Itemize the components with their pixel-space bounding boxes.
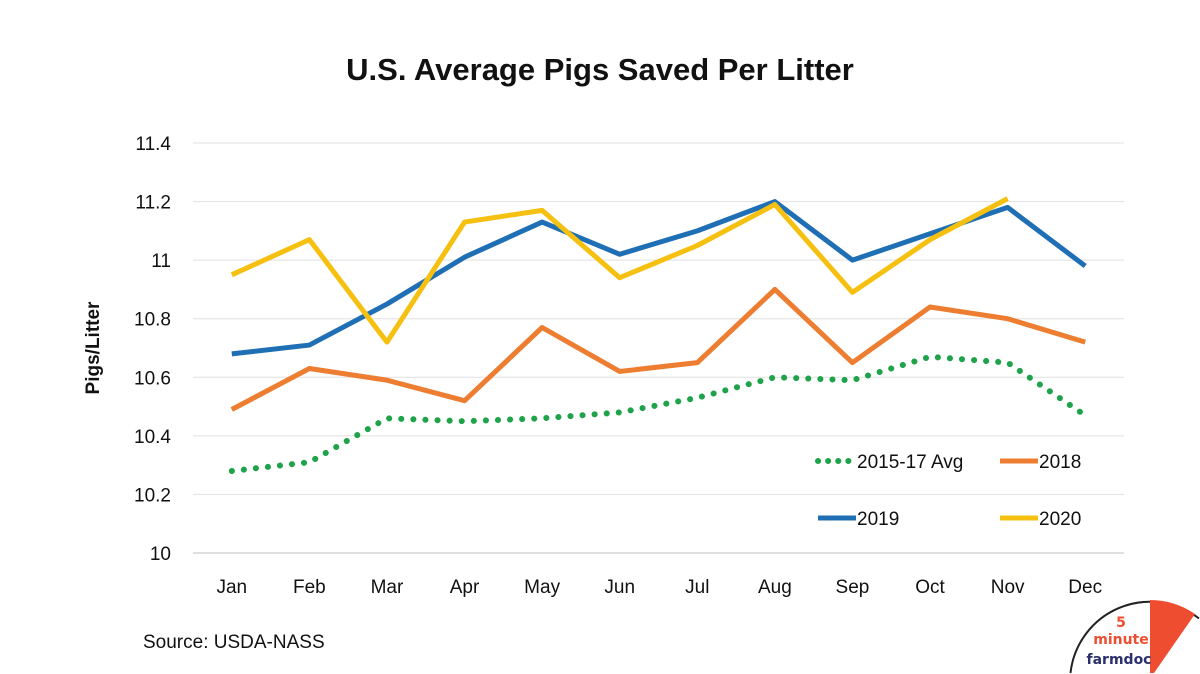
series-line-2019: [231, 199, 1087, 357]
x-tick-label: Jan: [216, 577, 247, 598]
x-tick-label: Apr: [450, 577, 480, 598]
series-line-2020: [230, 196, 1009, 345]
legend-label: 2020: [1039, 509, 1081, 530]
y-tick-label: 10.2: [134, 485, 171, 506]
x-tick-label: Mar: [371, 577, 404, 598]
source-note: Source: USDA-NASS: [143, 632, 325, 653]
y-tick-label: 10: [150, 544, 171, 565]
legend-label: 2015-17 Avg: [857, 452, 963, 473]
x-tick-label: Oct: [915, 577, 945, 598]
y-tick-label: 10.8: [134, 310, 171, 331]
y-tick-label: 10.6: [134, 368, 171, 389]
legend-label: 2018: [1039, 452, 1081, 473]
y-tick-label: 11.4: [135, 134, 171, 155]
logo-text: minute: [1093, 632, 1149, 648]
clock-wedge-icon: [1150, 600, 1195, 673]
series-line-2018: [230, 286, 1086, 412]
x-tick-label: Sep: [836, 577, 870, 598]
x-tick-label: May: [524, 577, 560, 598]
x-tick-label: Dec: [1068, 577, 1102, 598]
chart-title: U.S. Average Pigs Saved Per Litter: [346, 52, 854, 87]
y-axis-label: Pigs/Litter: [83, 301, 104, 395]
legend-label: 2019: [857, 509, 899, 530]
y-tick-label: 11.2: [135, 193, 171, 214]
x-tick-label: Aug: [758, 577, 792, 598]
logo-text: farmdoc: [1087, 652, 1152, 668]
logo-text: 5: [1116, 615, 1126, 631]
x-tick-label: Feb: [293, 577, 326, 598]
x-tick-label: Nov: [991, 577, 1025, 598]
x-tick-label: Jul: [685, 577, 709, 598]
y-tick-label: 11: [151, 251, 171, 272]
x-tick-label: Jun: [604, 577, 635, 598]
y-tick-label: 10.4: [134, 427, 171, 448]
